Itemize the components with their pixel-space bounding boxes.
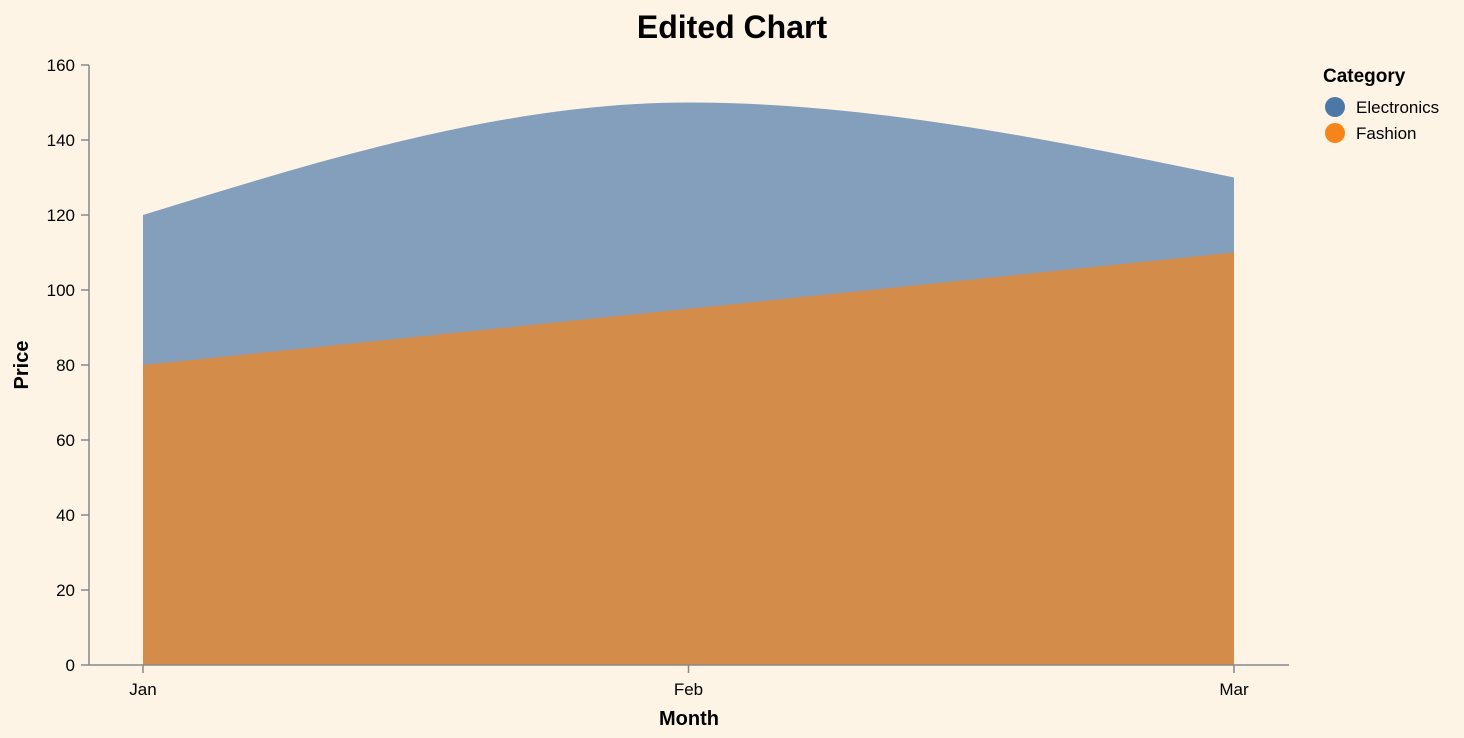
x-tick-label: Jan (129, 680, 156, 699)
chart-areas (143, 102, 1234, 665)
legend-label-fashion: Fashion (1356, 124, 1416, 143)
y-tick-label: 100 (47, 281, 75, 300)
x-axis: Jan Feb Mar (89, 664, 1289, 699)
legend-label-electronics: Electronics (1356, 98, 1439, 117)
y-tick-label: 160 (47, 56, 75, 75)
x-tick-label: Feb (674, 680, 703, 699)
legend-swatch-electronics (1325, 97, 1345, 117)
y-tick-label: 40 (56, 506, 75, 525)
area-fashion (143, 252, 1234, 665)
y-tick-label: 0 (66, 656, 75, 675)
legend-title: Category (1323, 66, 1406, 87)
x-axis-title: Month (659, 708, 719, 730)
y-tick-label: 80 (56, 356, 75, 375)
y-tick-label: 60 (56, 431, 75, 450)
y-tick-label: 140 (47, 131, 75, 150)
y-tick-label: 20 (56, 581, 75, 600)
legend: Category Electronics Fashion (1323, 66, 1439, 143)
y-axis-title: Price (11, 341, 33, 390)
y-axis: 0 20 40 60 80 100 120 140 160 (47, 56, 90, 675)
chart-title: Edited Chart (637, 9, 828, 45)
legend-swatch-fashion (1325, 123, 1345, 143)
y-tick-label: 120 (47, 206, 75, 225)
x-tick-label: Mar (1219, 680, 1249, 699)
